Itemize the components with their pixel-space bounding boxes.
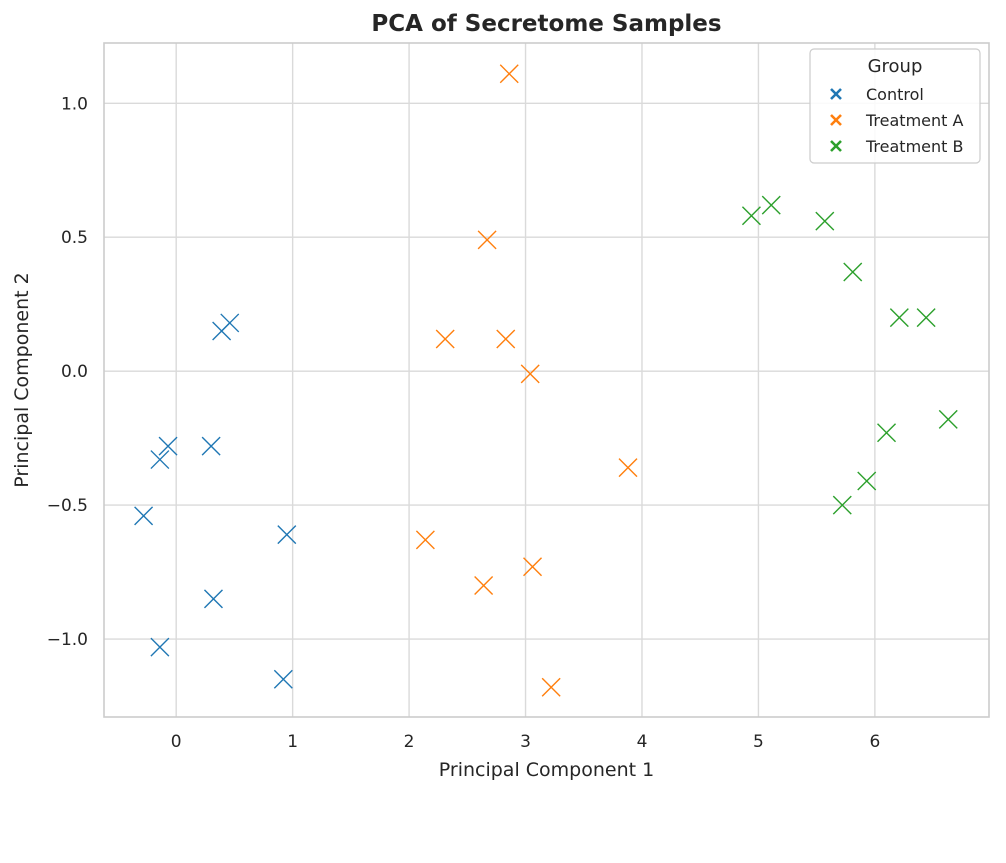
legend-entry: Treatment B <box>830 137 963 156</box>
data-points <box>134 64 958 697</box>
series-treatment-b <box>741 195 958 515</box>
y-tick-label: 0.5 <box>61 228 88 248</box>
data-point-x-marker <box>474 575 494 595</box>
x-tick-labels: 0 1 2 3 4 5 6 <box>171 732 881 752</box>
legend-entry: Treatment A <box>830 111 964 130</box>
legend-marker-x-icon <box>830 140 842 152</box>
x-axis-label: Principal Component 1 <box>439 759 654 781</box>
data-point-x-marker <box>916 308 936 328</box>
data-point-x-marker <box>761 195 781 215</box>
data-point-x-marker <box>520 364 540 384</box>
axes <box>103 42 990 718</box>
data-point-x-marker <box>435 329 455 349</box>
x-tick-label: 0 <box>171 732 182 752</box>
data-point-x-marker <box>158 436 178 456</box>
x-tick-label: 3 <box>520 732 531 752</box>
x-tick-label: 2 <box>404 732 415 752</box>
y-tick-labels: 1.0 0.5 0.0 −0.5 −1.0 <box>47 94 88 650</box>
legend-marker-x-icon <box>830 114 842 126</box>
y-axis-label: Principal Component 2 <box>11 272 33 487</box>
data-point-x-marker <box>889 308 909 328</box>
y-tick-label: 0.0 <box>61 362 88 382</box>
data-point-x-marker <box>277 525 297 545</box>
data-point-x-marker <box>857 471 877 491</box>
data-point-x-marker <box>201 436 221 456</box>
x-tick-label: 4 <box>637 732 648 752</box>
data-point-x-marker <box>203 589 223 609</box>
series-control <box>134 313 297 689</box>
legend-label: Control <box>866 85 924 104</box>
data-point-x-marker <box>496 329 516 349</box>
data-point-x-marker <box>741 206 761 226</box>
y-tick-label: 1.0 <box>61 94 88 114</box>
legend-label: Treatment B <box>865 137 963 156</box>
data-point-x-marker <box>541 677 561 697</box>
series-treatment-a <box>415 64 638 697</box>
y-tick-label: −0.5 <box>47 496 88 516</box>
legend-marker-x-icon <box>830 88 842 100</box>
data-point-x-marker <box>938 409 958 429</box>
grid <box>104 43 989 717</box>
data-point-x-marker <box>150 637 170 657</box>
data-point-x-marker <box>815 211 835 231</box>
data-point-x-marker <box>415 530 435 550</box>
plot-area-frame <box>103 42 990 718</box>
y-tick-label: −1.0 <box>47 630 88 650</box>
data-point-x-marker <box>212 321 232 341</box>
legend-entry: Control <box>830 85 924 104</box>
legend: Group Control Treatment A Treatment B <box>809 48 981 164</box>
x-tick-label: 6 <box>869 732 880 752</box>
data-point-x-marker <box>618 458 638 478</box>
data-point-x-marker <box>523 557 543 577</box>
legend-box <box>809 48 981 164</box>
x-tick-label: 1 <box>287 732 298 752</box>
data-point-x-marker <box>832 495 852 515</box>
data-point-x-marker <box>150 450 170 470</box>
data-point-x-marker <box>477 230 497 250</box>
data-point-x-marker <box>134 506 154 526</box>
legend-entries: Control Treatment A Treatment B <box>830 85 964 156</box>
data-point-x-marker <box>273 669 293 689</box>
data-point-x-marker <box>877 423 897 443</box>
x-tick-label: 5 <box>753 732 764 752</box>
chart-title: PCA of Secretome Samples <box>371 11 721 37</box>
data-point-x-marker <box>843 262 863 282</box>
data-point-x-marker <box>499 64 519 84</box>
legend-title: Group <box>868 56 923 77</box>
legend-label: Treatment A <box>865 111 964 130</box>
